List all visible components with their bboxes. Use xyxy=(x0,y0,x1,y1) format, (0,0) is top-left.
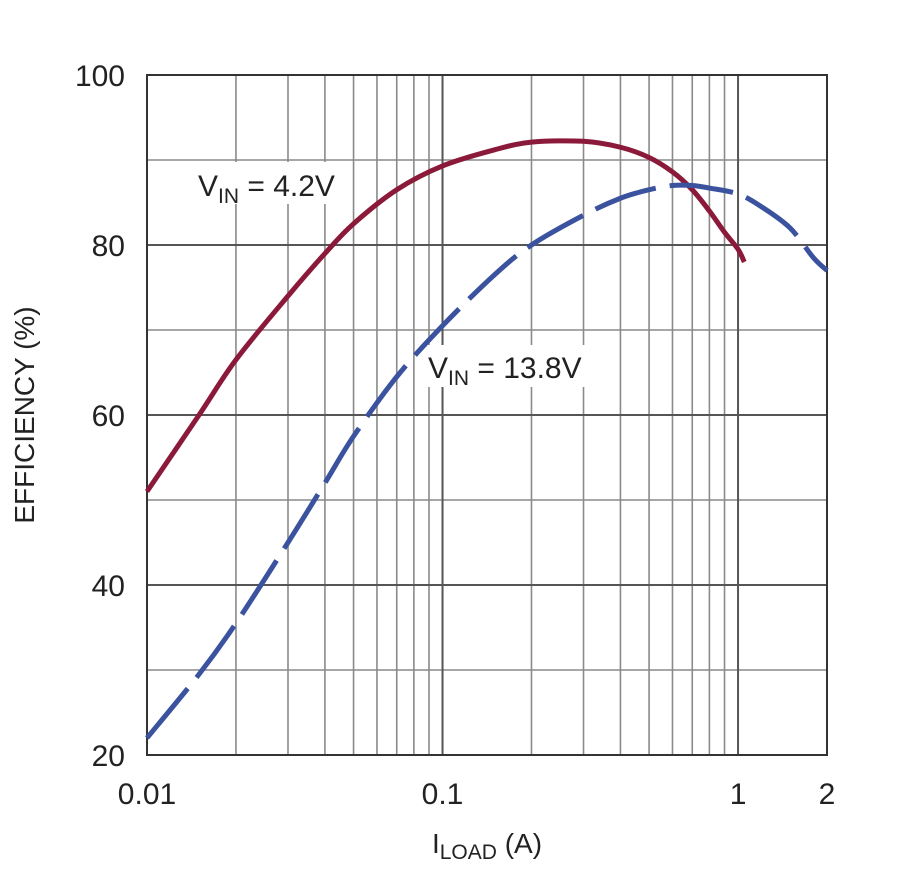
annotation-vin-13v8-rest: = 13.8V xyxy=(469,352,582,385)
annotation-vin-4v2-sub: IN xyxy=(218,185,239,208)
y-tick-label: 60 xyxy=(92,400,125,433)
annotation-vin-13v8-main: V xyxy=(428,352,448,385)
x-tick-label: 2 xyxy=(819,778,836,811)
series-line-0 xyxy=(144,138,747,493)
annotation-bg-vin-13v8 xyxy=(420,345,598,387)
annotation-vin-4v2-main: V xyxy=(198,170,218,203)
x-tick-labels: 0.01 0.1 1 2 xyxy=(118,778,836,811)
x-tick-label: 1 xyxy=(730,778,747,811)
x-axis-title-sub: LOAD xyxy=(440,841,497,864)
y-axis-title: EFFICIENCY (%) xyxy=(9,306,40,523)
y-tick-label: 100 xyxy=(75,60,125,93)
x-axis-title: ILOAD (A) xyxy=(432,828,542,864)
x-axis-title-main: I xyxy=(432,828,440,859)
major-grid xyxy=(147,75,827,755)
x-axis-title-rest: (A) xyxy=(497,828,542,859)
series-annotations: VIN = 4.2V VIN = 13.8V xyxy=(190,162,598,390)
x-tick-label: 0.1 xyxy=(422,778,464,811)
annotation-vin-13v8-sub: IN xyxy=(448,367,469,390)
annotation-bg-vin-4v2 xyxy=(190,162,352,204)
annotation-vin-4v2: VIN = 4.2V xyxy=(198,170,335,208)
series-layer xyxy=(144,138,829,740)
y-tick-label: 80 xyxy=(92,230,125,263)
annotation-vin-13v8: VIN = 13.8V xyxy=(428,352,582,390)
y-tick-label: 40 xyxy=(92,570,125,603)
y-tick-label: 20 xyxy=(92,740,125,773)
series-line-1 xyxy=(145,182,829,740)
x-tick-label: 0.01 xyxy=(118,778,176,811)
plot-frame xyxy=(146,74,828,756)
y-tick-labels: 20 40 60 80 100 xyxy=(75,60,125,773)
annotation-vin-4v2-rest: = 4.2V xyxy=(239,170,335,203)
